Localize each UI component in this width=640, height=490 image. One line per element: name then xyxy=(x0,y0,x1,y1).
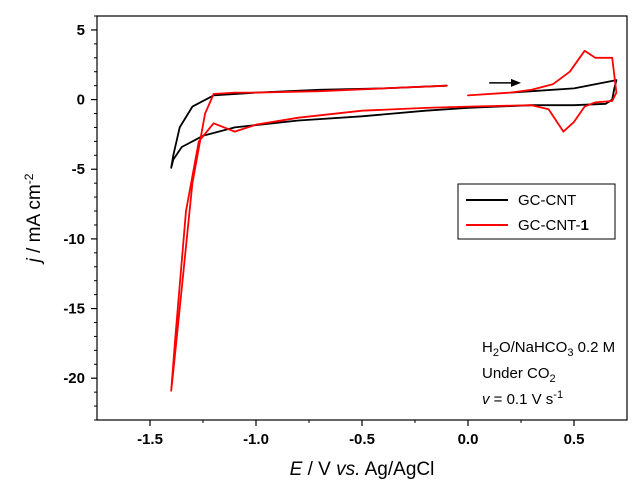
series-line-gc-cnt xyxy=(170,79,618,169)
y-tick-label: -20 xyxy=(63,370,85,387)
y-axis-ticks xyxy=(91,15,97,421)
x-tick-label: -1.5 xyxy=(137,431,163,448)
annotation-atmosphere: Under CO2 xyxy=(482,365,556,385)
x-tick-label: 0.0 xyxy=(458,431,479,448)
x-tick-label: 0.5 xyxy=(564,431,585,448)
y-tick-label: 0 xyxy=(77,92,85,109)
legend-box xyxy=(457,183,616,240)
annotation-scan-rate: v = 0.1 V s-1 xyxy=(482,389,563,408)
x-axis-title: E / V vs. Ag/AgCl xyxy=(290,459,435,480)
series-line-gc-cnt-1 xyxy=(170,49,618,392)
x-axis-ticks xyxy=(149,420,575,426)
y-tick-label: -5 xyxy=(72,161,85,178)
scan-direction-arrow xyxy=(489,78,521,87)
y-tick-label: 5 xyxy=(77,22,85,39)
conditions-annotation: H2O/NaHCO3 0.2 M Under CO2 v = 0.1 V s-1 xyxy=(482,339,615,408)
y-axis-title: j / mA cm-2 xyxy=(22,173,45,265)
y-tick-labels: 5 0 -5 -10 -15 -20 xyxy=(63,22,85,387)
y-tick-label: -15 xyxy=(63,301,85,318)
series-lines xyxy=(170,49,618,392)
y-tick-label: -10 xyxy=(63,231,85,248)
legend: GC-CNT GC-CNT-1 xyxy=(457,183,616,240)
legend-label-gc-cnt: GC-CNT xyxy=(518,192,576,209)
legend-label-gc-cnt-1: GC-CNT-1 xyxy=(518,217,589,234)
x-tick-label: -1.0 xyxy=(243,431,269,448)
x-tick-label: -0.5 xyxy=(349,431,375,448)
annotation-electrolyte: H2O/NaHCO3 0.2 M xyxy=(482,339,615,359)
x-tick-labels: -1.5 -1.0 -0.5 0.0 0.5 xyxy=(137,431,584,448)
